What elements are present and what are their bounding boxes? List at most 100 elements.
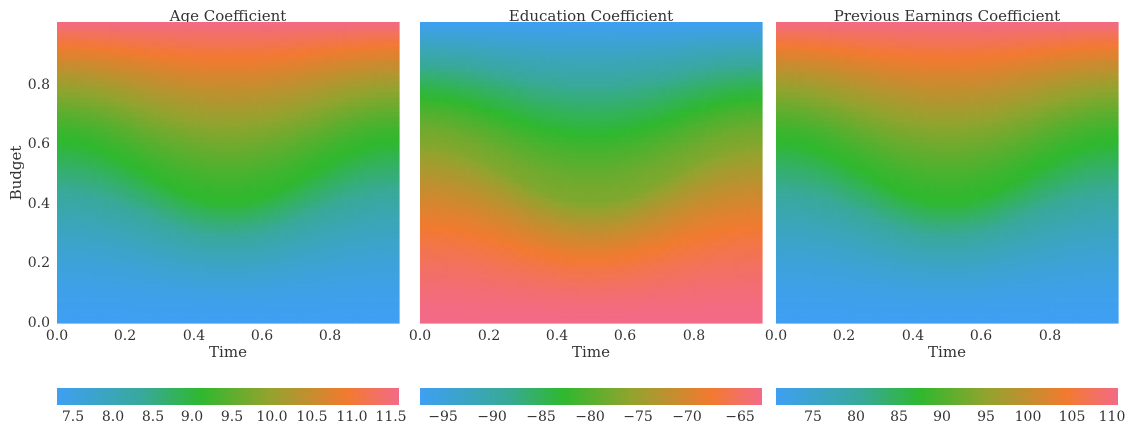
- heatmap-cell: [387, 22, 394, 28]
- heatmap-cell: [359, 272, 366, 279]
- heatmap-cell: [131, 47, 138, 53]
- heatmap-cell: [210, 232, 218, 239]
- heatmap-cell: [125, 312, 132, 319]
- heatmap-cell: [153, 292, 161, 299]
- heatmap-cell: [296, 197, 303, 204]
- heatmap-cell: [153, 317, 161, 324]
- heatmap-cell: [68, 252, 75, 259]
- heatmap-cell: [330, 242, 337, 249]
- heatmap-cell: [148, 87, 155, 93]
- heatmap-cell: [437, 192, 444, 199]
- heatmap-cell: [273, 72, 280, 78]
- heatmap-cell: [245, 22, 252, 28]
- heatmap-cell: [153, 87, 161, 93]
- heatmap-cell: [336, 47, 343, 53]
- heatmap-cell: [57, 127, 64, 133]
- heatmap-cell: [171, 167, 178, 174]
- heatmap-cell: [539, 92, 546, 98]
- heatmap-cell: [262, 112, 269, 118]
- heatmap-cell: [296, 22, 303, 28]
- heatmap-cell: [296, 217, 303, 224]
- heatmap-cell: [477, 32, 484, 38]
- heatmap-cell: [176, 82, 183, 88]
- heatmap-cell: [262, 272, 269, 279]
- heatmap-cell: [545, 152, 552, 159]
- heatmap-cell: [347, 282, 354, 289]
- heatmap-cell: [136, 67, 144, 73]
- heatmap-cell: [125, 62, 132, 68]
- heatmap-cell: [437, 87, 444, 93]
- heatmap-cell: [228, 172, 235, 179]
- heatmap-cell: [307, 187, 315, 194]
- heatmap-cell: [482, 117, 489, 123]
- heatmap-cell: [477, 302, 484, 309]
- heatmap-cell: [62, 22, 69, 28]
- heatmap-cell: [102, 152, 109, 159]
- heatmap-cell: [307, 32, 315, 38]
- heatmap-cell: [302, 107, 309, 113]
- heatmap-cell: [459, 307, 467, 314]
- heatmap-cell: [511, 292, 518, 299]
- heatmap-cell: [182, 317, 189, 324]
- heatmap-cell: [68, 207, 75, 214]
- heatmap-cell: [482, 272, 489, 279]
- heatmap-cell: [273, 137, 280, 143]
- heatmap-cell: [205, 247, 212, 254]
- heatmap-cell: [313, 267, 320, 274]
- heatmap-cell: [222, 267, 229, 274]
- heatmap-cell: [364, 277, 372, 284]
- heatmap-cell: [437, 32, 444, 38]
- heatmap-cell: [74, 37, 81, 43]
- heatmap-cell: [171, 307, 178, 314]
- heatmap-cell: [296, 87, 303, 93]
- heatmap-cell: [528, 182, 535, 189]
- heatmap-cell: [313, 157, 320, 164]
- heatmap-cell: [279, 292, 286, 299]
- heatmap-cell: [459, 72, 467, 78]
- heatmap-cell: [488, 217, 495, 224]
- heatmap-cell: [68, 67, 75, 73]
- heatmap-cell: [522, 197, 529, 204]
- y-tick-label: 0.0: [28, 315, 50, 331]
- heatmap-cell: [239, 312, 246, 319]
- heatmap-cell: [545, 77, 552, 83]
- heatmap-cell: [176, 317, 183, 324]
- heatmap-cell: [245, 317, 252, 324]
- heatmap-cell: [370, 177, 377, 184]
- heatmap-cell: [330, 297, 337, 304]
- heatmap-cell: [91, 102, 98, 108]
- heatmap-cell: [114, 127, 121, 133]
- heatmap-cell: [336, 127, 343, 133]
- heatmap-cell: [136, 217, 144, 224]
- heatmap-cell: [364, 97, 372, 103]
- heatmap-cell: [324, 292, 332, 299]
- heatmap-cell: [324, 192, 332, 199]
- heatmap-cell: [488, 37, 495, 43]
- heatmap-cell: [267, 302, 275, 309]
- heatmap-cell: [420, 262, 427, 269]
- heatmap-cell: [336, 312, 343, 319]
- heatmap-cell: [273, 312, 280, 319]
- heatmap-cell: [108, 187, 115, 194]
- heatmap-cell: [425, 267, 432, 274]
- heatmap-cell: [79, 307, 87, 314]
- heatmap-cell: [393, 187, 400, 194]
- heatmap-cell: [142, 107, 149, 113]
- heatmap-cell: [57, 57, 64, 63]
- heatmap-cell: [233, 197, 240, 204]
- heatmap-cell: [228, 47, 235, 53]
- heatmap-cell: [239, 27, 246, 33]
- heatmap-cell: [313, 187, 320, 194]
- heatmap-cell: [381, 297, 389, 304]
- heatmap-cell: [102, 92, 109, 98]
- heatmap-cell: [336, 292, 343, 299]
- heatmap-cell: [136, 227, 144, 234]
- heatmap-cell: [159, 227, 166, 234]
- heatmap-cell: [425, 272, 432, 279]
- y-tick-label: 0.2: [28, 255, 50, 271]
- heatmap-cell: [393, 227, 400, 234]
- heatmap-cell: [256, 47, 263, 53]
- heatmap-cell: [142, 122, 149, 128]
- heatmap-cell: [448, 22, 455, 28]
- heatmap-cell: [239, 287, 246, 294]
